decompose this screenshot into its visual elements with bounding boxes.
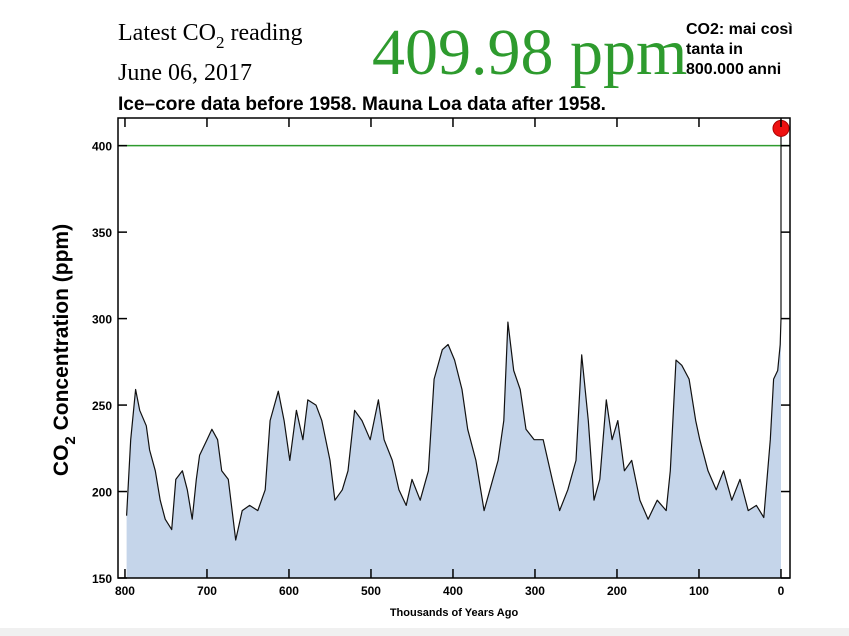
y-axis-label: CO2 Concentration (ppm) bbox=[50, 224, 79, 476]
annotation-line: CO2: mai così bbox=[686, 21, 793, 38]
y-tick-label: 200 bbox=[92, 486, 112, 500]
annotation-line: tanta in bbox=[686, 41, 743, 58]
x-tick-label: 400 bbox=[443, 584, 463, 598]
latest-reading: 409.98 ppm bbox=[372, 16, 687, 89]
bottom-strip bbox=[0, 628, 849, 636]
x-axis-label: Thousands of Years Ago bbox=[390, 607, 519, 619]
latest-unit: ppm bbox=[570, 16, 687, 89]
reading-date: June 06, 2017 bbox=[118, 60, 252, 86]
y-tick-label: 300 bbox=[92, 313, 112, 327]
y-tick-label: 400 bbox=[92, 140, 112, 154]
subtitle: Ice–core data before 1958. Mauna Loa dat… bbox=[118, 94, 606, 115]
x-tick-label: 600 bbox=[279, 584, 299, 598]
x-tick-label: 100 bbox=[689, 584, 709, 598]
annotation-line: 800.000 anni bbox=[686, 61, 781, 78]
co2-area bbox=[126, 128, 782, 578]
y-tick-label: 350 bbox=[92, 226, 112, 240]
x-tick-label: 200 bbox=[607, 584, 627, 598]
y-tick-label: 250 bbox=[92, 399, 112, 413]
x-tick-label: 500 bbox=[361, 584, 381, 598]
x-tick-label: 0 bbox=[778, 584, 785, 598]
x-tick-label: 700 bbox=[197, 584, 217, 598]
reading-label: Latest CO2 reading bbox=[118, 20, 302, 52]
x-tick-label: 800 bbox=[115, 584, 135, 598]
annotation: CO2: mai così tanta in 800.000 anni bbox=[686, 21, 793, 78]
latest-value: 409.98 bbox=[372, 16, 554, 89]
reading-label-sub: 2 bbox=[216, 33, 225, 52]
reading-label-end: reading bbox=[224, 20, 302, 46]
y-tick-label: 150 bbox=[92, 572, 112, 586]
y-label-sub: 2 bbox=[62, 436, 79, 444]
reading-label-text: Latest CO bbox=[118, 20, 216, 46]
plot-frame bbox=[117, 117, 791, 579]
y-label-text: CO bbox=[50, 445, 73, 477]
co2-line bbox=[126, 128, 782, 541]
x-tick-label: 300 bbox=[525, 584, 545, 598]
y-label-end: Concentration (ppm) bbox=[50, 224, 73, 436]
